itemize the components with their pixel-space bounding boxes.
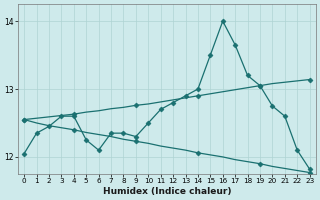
X-axis label: Humidex (Indice chaleur): Humidex (Indice chaleur) — [103, 187, 231, 196]
